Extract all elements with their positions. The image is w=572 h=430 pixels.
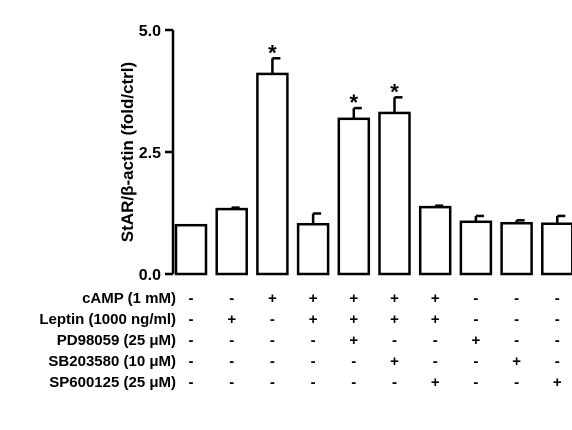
treatment-label: SP600125 (25 μM) [49, 374, 176, 391]
treatment-sign: - [189, 374, 194, 391]
significance-star: * [390, 79, 399, 104]
treatment-sign: + [553, 374, 562, 391]
bar [256, 72, 289, 276]
axes: 0.0 2.5 5.0 [139, 23, 175, 284]
treatment-sign: - [270, 374, 275, 391]
y-axis-label: StAR/β-actin (fold/ctrl) [118, 62, 137, 242]
treatment-sign: - [229, 374, 234, 391]
treatment-sign: - [311, 353, 316, 370]
treatment-sign: - [514, 290, 519, 307]
treatment-sign: + [349, 311, 358, 328]
significance-star: * [350, 90, 359, 115]
treatment-sign: - [514, 374, 519, 391]
treatment-sign: - [189, 353, 194, 370]
treatment-sign: + [431, 374, 440, 391]
treatment-sign: + [431, 290, 440, 307]
treatment-sign: + [268, 290, 277, 307]
treatment-sign: - [392, 332, 397, 349]
treatment-sign: - [555, 332, 560, 349]
treatment-sign: + [472, 332, 481, 349]
bar [215, 207, 248, 276]
treatment-sign: + [390, 290, 399, 307]
significance-star: * [268, 40, 277, 65]
error-bars [230, 57, 566, 225]
treatment-sign: - [473, 374, 478, 391]
treatment-sign: + [309, 290, 318, 307]
y-tick-label: 5.0 [139, 23, 161, 40]
bar [337, 117, 371, 276]
significance-markers: * * * [268, 40, 399, 115]
treatment-sign: + [349, 332, 358, 349]
bar [500, 221, 533, 276]
treatment-label: PD98059 (25 μM) [57, 332, 176, 349]
treatment-sign: - [514, 332, 519, 349]
treatment-sign: - [229, 353, 234, 370]
bar [541, 222, 572, 276]
treatment-sign: - [392, 374, 397, 391]
y-tick-label: 0.0 [139, 267, 161, 284]
treatment-sign: + [227, 311, 236, 328]
treatment-sign: - [351, 353, 356, 370]
bar [174, 223, 208, 276]
treatment-table: cAMP (1 mM) - - + + + + + - - -Leptin (1000 ng/ml)… [39, 290, 562, 391]
treatment-sign: - [270, 353, 275, 370]
treatment-sign: - [311, 332, 316, 349]
treatment-sign: - [270, 311, 275, 328]
treatment-sign: - [189, 332, 194, 349]
treatment-sign: - [229, 332, 234, 349]
treatment-sign: - [514, 311, 519, 328]
treatment-sign: - [473, 311, 478, 328]
bars [174, 72, 572, 276]
treatment-sign: - [473, 290, 478, 307]
treatment-sign: - [351, 374, 356, 391]
bar [418, 205, 452, 276]
y-tick-label: 2.5 [139, 145, 161, 162]
treatment-label: cAMP (1 mM) [82, 290, 176, 307]
treatment-label: SB203580 (10 μM) [48, 353, 176, 370]
treatment-sign: + [349, 290, 358, 307]
bar [459, 220, 493, 276]
treatment-sign: - [433, 353, 438, 370]
treatment-sign: - [189, 311, 194, 328]
treatment-sign: - [311, 374, 316, 391]
treatment-sign: - [555, 311, 560, 328]
bar [296, 222, 330, 276]
treatment-sign: + [390, 311, 399, 328]
treatment-sign: - [270, 332, 275, 349]
treatment-sign: - [555, 353, 560, 370]
treatment-sign: - [433, 332, 438, 349]
treatment-sign: + [390, 353, 399, 370]
treatment-sign: + [431, 311, 440, 328]
bar [378, 111, 411, 276]
treatment-sign: - [555, 290, 560, 307]
treatment-label: Leptin (1000 ng/ml) [39, 311, 176, 328]
treatment-sign: - [473, 353, 478, 370]
treatment-sign: - [189, 290, 194, 307]
treatment-sign: - [229, 290, 234, 307]
treatment-sign: + [309, 311, 318, 328]
treatment-sign: + [512, 353, 521, 370]
